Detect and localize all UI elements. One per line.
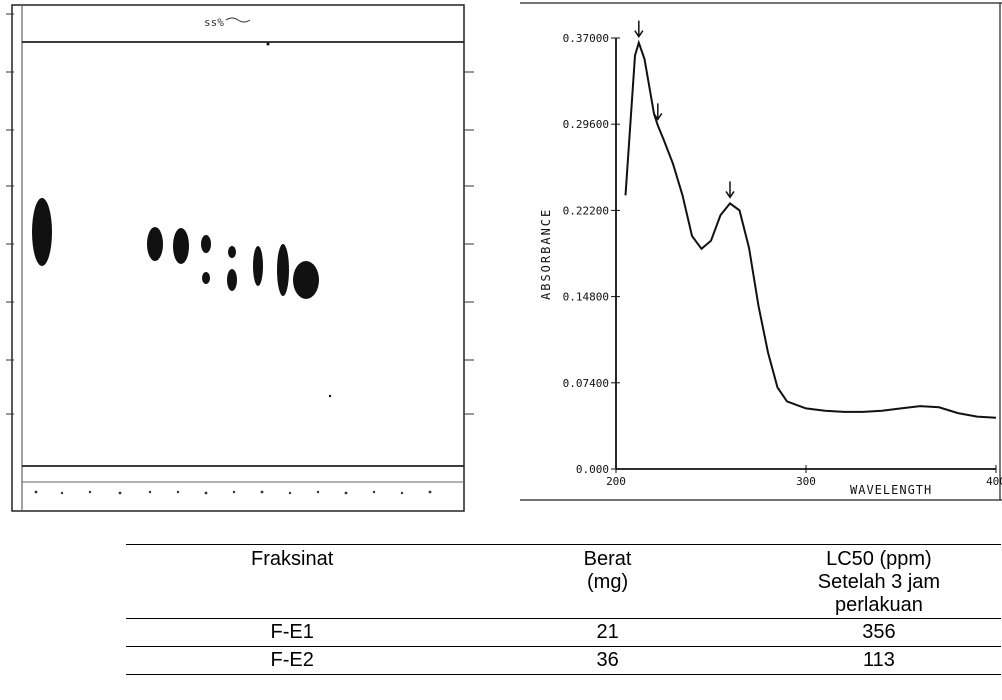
y-tick-label: 0.000 [576, 463, 609, 476]
tlc-spot [227, 269, 237, 291]
y-tick-label: 0.07400 [563, 377, 609, 390]
fraction-results-table: Fraksinat Berat (mg) LC50 (ppm) Setelah … [126, 544, 1001, 675]
tlc-spot [253, 246, 263, 286]
tlc-spots [32, 42, 332, 398]
cell-fraksinat: F-E2 [270, 649, 314, 671]
uv-ticks: 0.37000 0.29600 0.22200 0.14800 0.07400 0.000… [563, 32, 1002, 488]
tlc-top-mark: ss% [204, 16, 224, 29]
tlc-spot [202, 272, 210, 284]
tlc-spot [147, 227, 163, 261]
peak-arrow-head-icon [653, 112, 663, 121]
peak-arrow-head-icon [725, 190, 735, 199]
tlc-plate-border [11, 4, 465, 512]
tlc-spot [277, 244, 289, 296]
cell-lc50: 356 [862, 621, 896, 643]
uv-spectrum-chart: 0.37000 0.29600 0.22200 0.14800 0.07400 0.000… [520, 2, 1002, 501]
table-row: F-E1 21 356 [126, 619, 1001, 647]
y-tick-label: 0.14800 [563, 291, 609, 304]
y-tick-label: 0.22200 [563, 204, 609, 217]
cell-berat: 21 [596, 621, 619, 643]
header-fraksinat: Fraksinat [251, 548, 334, 570]
tlc-spot [293, 261, 319, 299]
tlc-origin-dots [34, 490, 432, 495]
x-tick-label: 200 [606, 475, 626, 488]
peak-arrow-head-icon [634, 30, 644, 39]
x-tick-label: 300 [796, 475, 816, 488]
header-lc50: LC50 (ppm) Setelah 3 jam perlakuan [817, 548, 941, 616]
uv-ylabel: ABSORBANCE [539, 208, 553, 300]
table-row: F-E2 36 113 [126, 647, 1001, 675]
uv-xlabel: WAVELENGTH [850, 483, 932, 497]
x-tick-label: 400 [986, 475, 1002, 488]
cell-berat: 36 [596, 649, 619, 671]
tlc-spot [228, 246, 236, 258]
tlc-top-scribble [225, 17, 251, 23]
uv-absorbance-curve [624, 39, 997, 419]
tlc-plate-figure: ss% [6, 4, 474, 512]
tlc-spot-reference [32, 198, 52, 266]
tlc-spot [173, 228, 189, 264]
y-tick-label: 0.37000 [563, 32, 609, 45]
header-berat: Berat (mg) [583, 548, 632, 593]
y-tick-label: 0.29600 [563, 118, 609, 131]
table-header-row: Fraksinat Berat (mg) LC50 (ppm) Setelah … [126, 544, 1001, 619]
uv-peak-arrows [634, 20, 735, 199]
tlc-right-ticks [464, 71, 474, 415]
cell-fraksinat: F-E1 [270, 621, 314, 643]
cell-lc50: 113 [862, 649, 895, 671]
tlc-spot [201, 235, 211, 253]
tlc-left-ticks [6, 13, 14, 415]
